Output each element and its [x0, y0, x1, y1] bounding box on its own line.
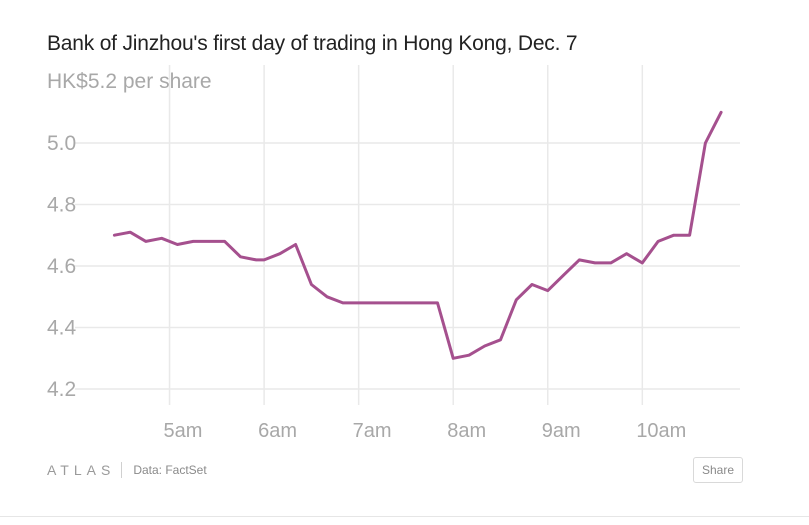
- series-group: [112, 110, 723, 360]
- x-tick-label: 9am: [542, 420, 581, 442]
- data-point: [207, 240, 211, 243]
- data-point: [262, 258, 266, 262]
- data-source: Data: FactSet: [133, 463, 207, 477]
- data-point: [404, 301, 408, 305]
- data-point: [625, 252, 628, 255]
- data-point: [310, 283, 313, 286]
- data-point: [546, 289, 549, 292]
- x-tick-label: 8am: [447, 420, 486, 442]
- series-line: [112, 110, 723, 360]
- x-axis-ticks: 5am 6am 7am 8am 9am 10am: [164, 420, 687, 442]
- y-axis-label: HK$5.2 per share: [47, 70, 212, 93]
- data-point: [278, 252, 282, 255]
- data-point: [113, 234, 116, 237]
- logo-text: ATLAS: [47, 462, 116, 478]
- data-point: [389, 301, 392, 305]
- y-tick-label: 4.6: [47, 255, 76, 278]
- data-point: [656, 240, 660, 243]
- data-point: [341, 301, 345, 305]
- data-point: [223, 240, 226, 243]
- data-point: [483, 344, 486, 348]
- share-button[interactable]: Share: [693, 457, 743, 483]
- gridlines: [75, 65, 740, 405]
- data-point: [192, 240, 195, 243]
- data-point: [420, 301, 423, 305]
- x-tick-label: 6am: [258, 420, 297, 442]
- data-point: [325, 295, 329, 298]
- data-point: [294, 243, 297, 246]
- data-point: [467, 354, 471, 357]
- data-point: [176, 243, 179, 246]
- data-point: [255, 258, 258, 262]
- chart-title: Bank of Jinzhou's first day of trading i…: [47, 32, 578, 55]
- data-point: [704, 141, 707, 145]
- data-point: [530, 283, 534, 286]
- data-point: [562, 274, 565, 277]
- x-tick-label: 5am: [164, 420, 203, 442]
- data-point: [609, 261, 612, 265]
- data-point: [641, 261, 644, 265]
- x-tick-label: 10am: [636, 420, 686, 442]
- bottom-divider: [0, 516, 809, 517]
- data-point: [515, 298, 518, 301]
- data-point: [672, 234, 675, 237]
- data-point: [436, 301, 439, 305]
- y-tick-label: 4.8: [47, 194, 76, 217]
- atlas-logo[interactable]: ATLAS: [47, 462, 115, 478]
- y-tick-label: 4.2: [47, 378, 76, 401]
- footer-divider: [121, 462, 123, 478]
- y-axis-ticks: 4.2 4.4 4.6 4.8 5.0: [47, 132, 77, 401]
- data-point: [593, 261, 597, 265]
- line-chart: 4.2 4.4 4.6 4.8 5.0 5am 6am 7am 8am 9am 10am HK$5…: [47, 65, 740, 442]
- y-tick-label: 4.4: [47, 317, 77, 340]
- data-point: [688, 234, 691, 237]
- data-point: [239, 255, 242, 258]
- data-point: [144, 240, 148, 243]
- data-point: [452, 357, 455, 360]
- data-point: [357, 301, 360, 305]
- y-tick-label: 5.0: [47, 132, 76, 155]
- data-point: [719, 111, 723, 114]
- data-point: [578, 258, 581, 262]
- data-point: [160, 237, 163, 240]
- x-tick-label: 7am: [353, 420, 392, 442]
- data-point: [129, 231, 132, 234]
- data-point: [499, 338, 502, 341]
- footer: ATLAS Data: FactSet: [47, 459, 207, 481]
- data-point: [373, 301, 376, 305]
